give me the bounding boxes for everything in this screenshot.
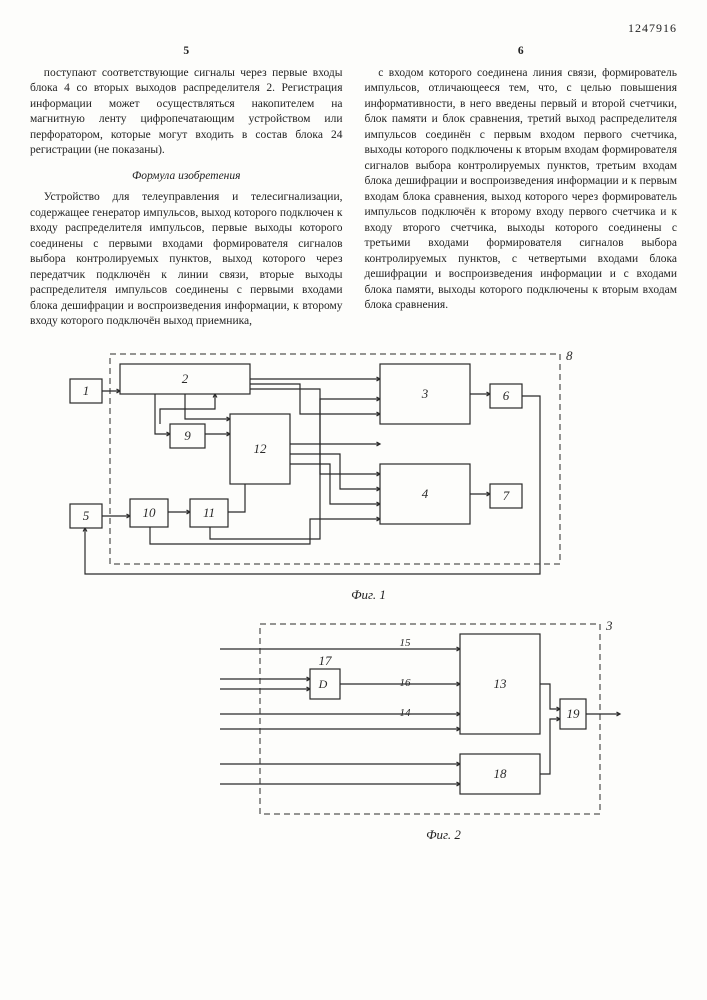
- svg-text:15: 15: [400, 637, 412, 649]
- right-col-num: 6: [365, 44, 678, 60]
- figure-1: 812912364751011 Фиг. 1: [60, 344, 677, 604]
- left-col-num: 5: [30, 44, 343, 60]
- svg-text:3: 3: [605, 618, 613, 633]
- svg-text:11: 11: [203, 505, 215, 520]
- figure-1-svg: 812912364751011: [60, 344, 580, 584]
- svg-text:8: 8: [566, 348, 573, 363]
- svg-text:1: 1: [83, 383, 90, 398]
- right-para: с входом которого соединена линия связи,…: [365, 66, 678, 314]
- svg-text:14: 14: [400, 707, 412, 719]
- figure-2: 3 17 D 13 18 19 15 16 14 Фиг. 2: [210, 614, 677, 844]
- fig2-caption: Фиг. 2: [210, 826, 677, 844]
- left-column: 5 поступают соответствующие сигналы чере…: [30, 44, 343, 330]
- svg-text:6: 6: [503, 388, 510, 403]
- fig1-caption: Фиг. 1: [60, 586, 677, 604]
- svg-text:13: 13: [494, 676, 508, 691]
- svg-text:16: 16: [400, 677, 412, 689]
- svg-text:5: 5: [83, 508, 90, 523]
- svg-text:2: 2: [182, 371, 189, 386]
- right-column: 6 с входом которого соединена линия связ…: [365, 44, 678, 330]
- svg-text:3: 3: [421, 386, 429, 401]
- svg-text:18: 18: [494, 766, 508, 781]
- left-para-1: поступают соответствующие сигналы через …: [30, 66, 343, 159]
- doc-number: 1247916: [30, 20, 677, 36]
- text-columns: 5 поступают соответствующие сигналы чере…: [30, 44, 677, 330]
- svg-text:D: D: [318, 677, 328, 691]
- svg-text:4: 4: [422, 486, 429, 501]
- svg-text:19: 19: [567, 706, 581, 721]
- svg-text:9: 9: [184, 428, 191, 443]
- figure-2-svg: 3 17 D 13 18 19 15 16 14: [210, 614, 630, 824]
- svg-text:17: 17: [319, 653, 333, 668]
- svg-text:12: 12: [254, 441, 268, 456]
- svg-text:10: 10: [143, 505, 157, 520]
- svg-text:7: 7: [503, 488, 510, 503]
- formula-title: Формула изобретения: [30, 169, 343, 185]
- left-para-2: Устройство для телеуправления и телесигн…: [30, 190, 343, 330]
